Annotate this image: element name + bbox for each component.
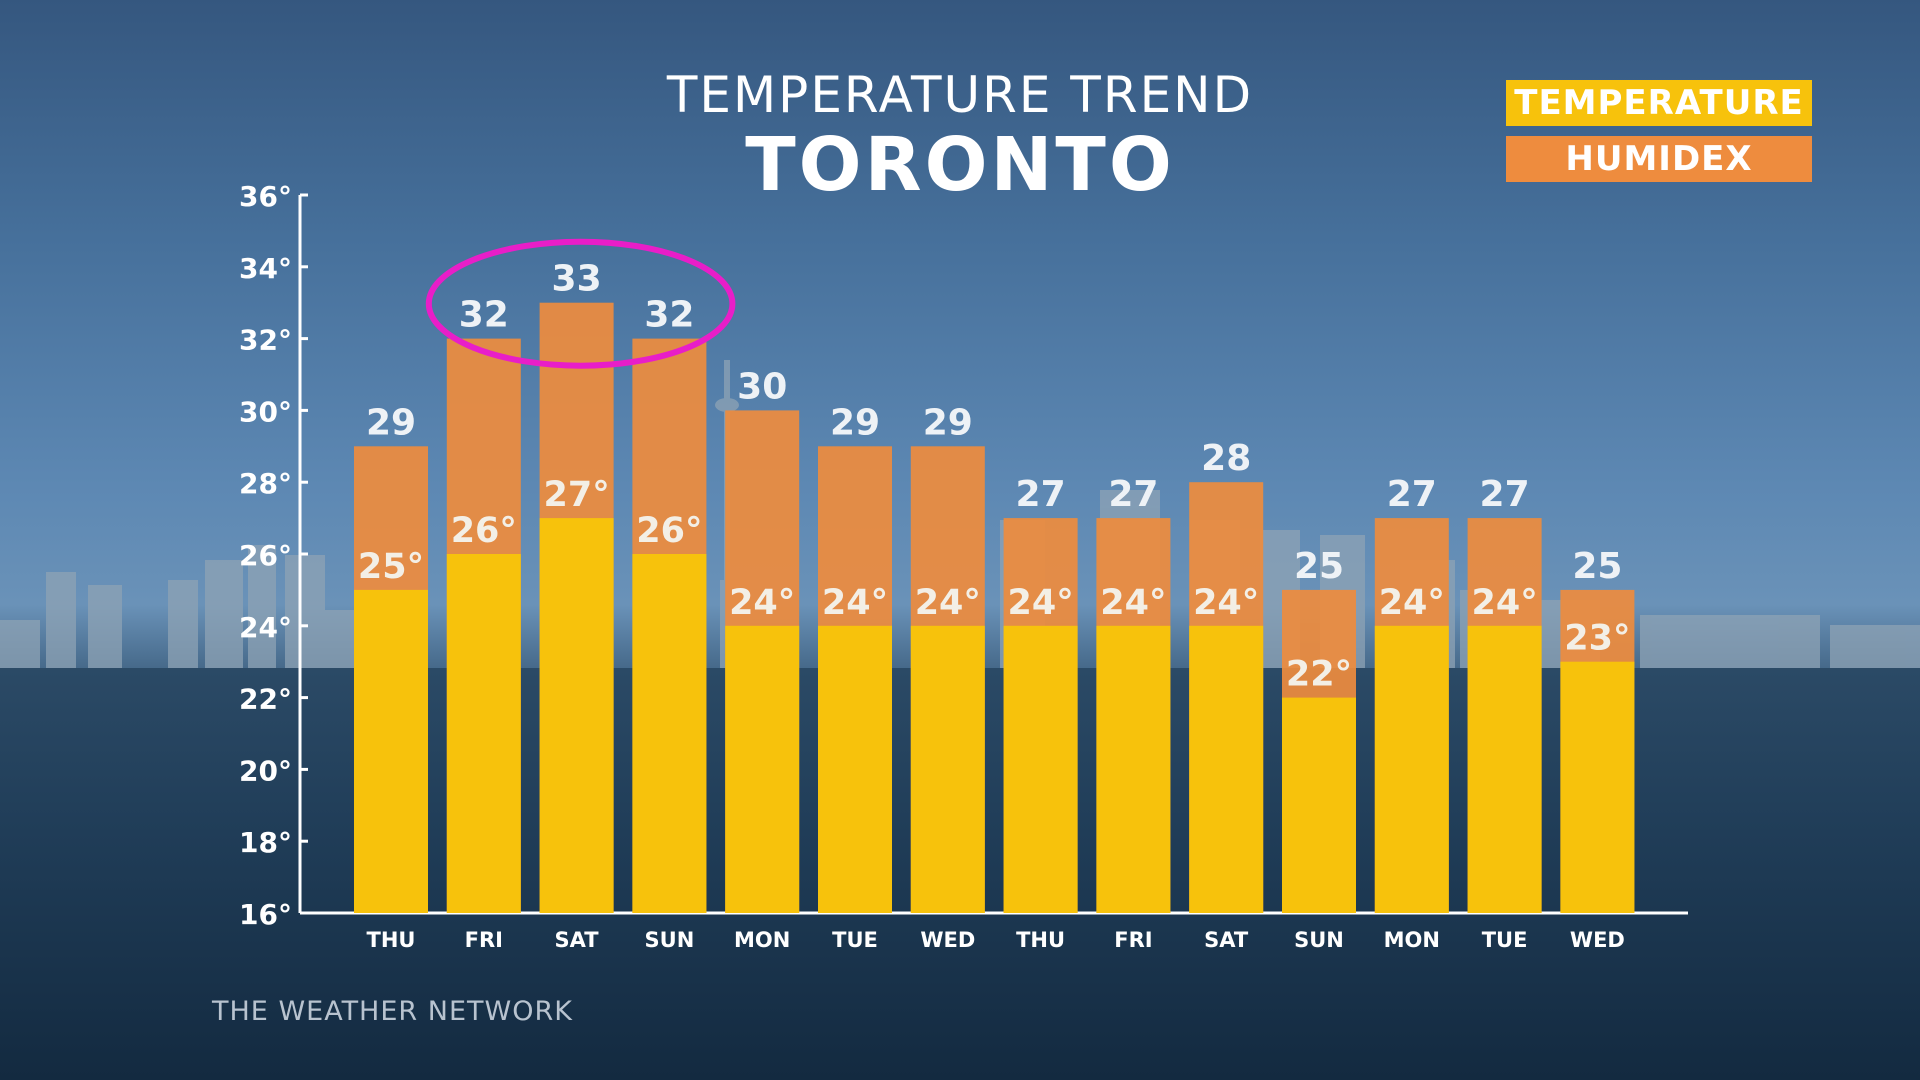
temperature-value-label: 24°: [1100, 583, 1166, 623]
humidex-value-label: 30: [737, 366, 787, 407]
temperature-value-label: 24°: [1379, 583, 1445, 623]
chart-axes: [298, 193, 1688, 915]
chart-subtitle-city: TORONTO: [745, 122, 1175, 208]
x-tick-label: WED: [1570, 928, 1625, 952]
humidex-value-label: 27: [1387, 474, 1437, 515]
temperature-bar: [1560, 661, 1635, 913]
highlight-annotation: [425, 238, 736, 369]
chart-data-labels: 29 25° 32 26° 33 27° 32 26° 30 24° 29 24° 29 24° 27 24°…: [358, 259, 1631, 695]
humidex-value-label: 29: [923, 402, 973, 443]
temperature-bar: [1003, 625, 1078, 913]
temperature-value-label: 24°: [729, 583, 795, 623]
humidex-value-label: 32: [644, 295, 694, 336]
temperature-bar: [354, 589, 428, 913]
y-tick-label: 22°: [239, 683, 292, 716]
legend-humidex: HUMIDEX: [1506, 136, 1812, 182]
temperature-bar: [1374, 625, 1449, 913]
temperature-value-label: 24°: [1193, 583, 1259, 623]
y-tick-label: 24°: [239, 611, 292, 644]
temperature-value-label: 24°: [1007, 583, 1073, 623]
x-tick-label: TUE: [832, 928, 878, 952]
y-tick-label: 18°: [239, 826, 292, 859]
temperature-bar: [1096, 625, 1171, 913]
x-tick-label: WED: [920, 928, 975, 952]
x-tick-label: SAT: [555, 928, 600, 952]
x-tick-label: THU: [367, 928, 416, 952]
y-tick-label: 26°: [239, 539, 292, 572]
humidex-value-label: 27: [1016, 474, 1066, 515]
x-tick-label: FRI: [465, 928, 503, 952]
humidex-value-label: 32: [459, 295, 509, 336]
temperature-bar: [725, 625, 800, 913]
humidex-value-label: 25: [1572, 546, 1622, 587]
y-tick-label: 32°: [239, 324, 292, 357]
temperature-bar: [632, 554, 707, 913]
chart-bars: [354, 302, 1635, 914]
temperature-value-label: 24°: [1471, 583, 1537, 623]
temperature-value-label: 26°: [636, 511, 702, 551]
x-tick-label: THU: [1016, 928, 1065, 952]
humidex-value-label: 29: [366, 402, 416, 443]
temperature-value-label: 22°: [1286, 655, 1352, 695]
temperature-value-label: 24°: [915, 583, 981, 623]
humidex-value-label: 27: [1108, 474, 1158, 515]
x-tick-label: TUE: [1482, 928, 1528, 952]
temperature-bar: [1282, 697, 1356, 913]
y-tick-label: 20°: [239, 754, 292, 787]
humidex-value-label: 25: [1294, 546, 1344, 587]
x-tick-label: SUN: [645, 928, 695, 952]
temperature-value-label: 27°: [543, 475, 609, 515]
chart-title: TEMPERATURE TREND: [666, 66, 1254, 124]
y-tick-label: 28°: [239, 467, 292, 500]
x-tick-label: MON: [1384, 928, 1440, 952]
y-tick-label: 30°: [239, 395, 292, 428]
temperature-bar: [818, 625, 892, 913]
temperature-bar: [910, 625, 985, 913]
temperature-value-label: 24°: [822, 583, 888, 623]
highlight-ellipse: [425, 238, 736, 369]
brand-watermark: THE WEATHER NETWORK: [212, 996, 573, 1027]
temperature-bar: [1467, 625, 1542, 913]
temperature-bar: [539, 518, 614, 913]
temperature-bar: [446, 554, 521, 913]
humidex-value-label: 29: [830, 402, 880, 443]
legend-temperature: TEMPERATURE: [1506, 80, 1812, 126]
x-tick-label: SUN: [1294, 928, 1344, 952]
y-axis-tick-labels: 16° 18° 20° 22° 24° 26° 28° 30° 32° 34° 36°: [239, 180, 292, 931]
temperature-value-label: 23°: [1564, 619, 1630, 659]
humidex-value-label: 33: [552, 259, 602, 300]
y-tick-label: 34°: [239, 252, 292, 285]
x-tick-label: MON: [734, 928, 790, 952]
humidex-value-label: 28: [1201, 438, 1251, 479]
temperature-bar: [1189, 625, 1264, 913]
x-tick-label: SAT: [1204, 928, 1249, 952]
temperature-value-label: 25°: [358, 547, 424, 587]
humidex-value-label: 27: [1480, 474, 1530, 515]
y-tick-label: 16°: [239, 898, 292, 931]
x-axis-tick-labels: THU FRI SAT SUN MON TUE WED THU FRI SAT SUN MON TUE W…: [367, 928, 1625, 952]
temperature-value-label: 26°: [451, 511, 517, 551]
y-tick-label: 36°: [239, 180, 292, 213]
x-tick-label: FRI: [1114, 928, 1152, 952]
